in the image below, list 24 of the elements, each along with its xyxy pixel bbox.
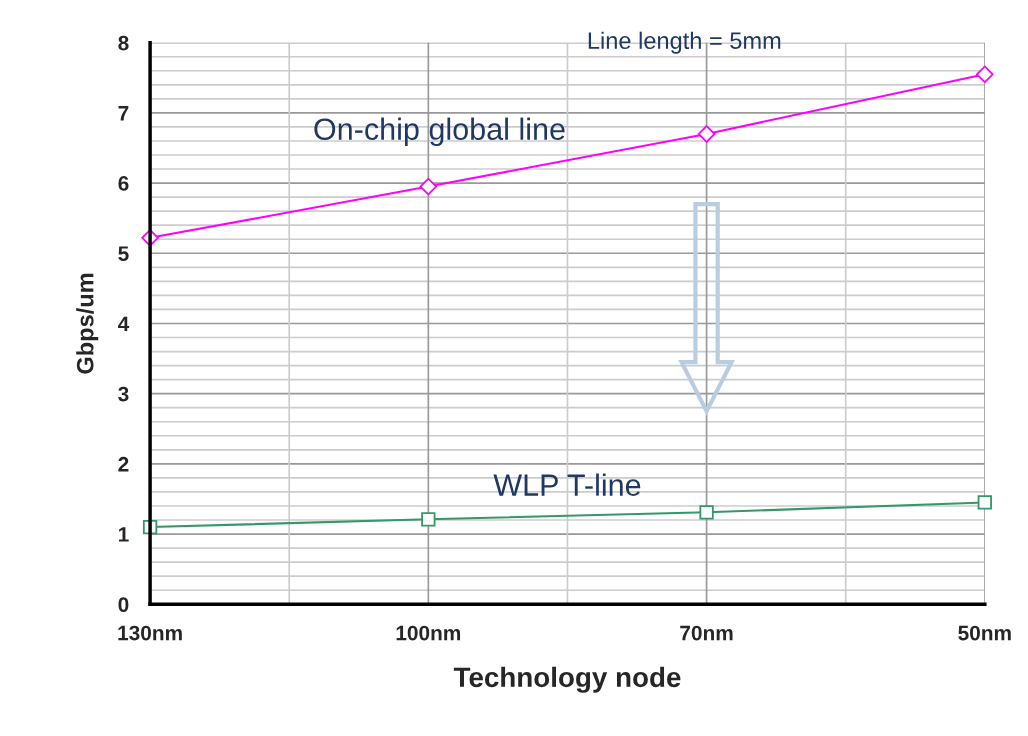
point bbox=[977, 495, 992, 510]
y-tick-label: 5 bbox=[118, 246, 129, 262]
y-axis-title: Gbps/um bbox=[76, 273, 99, 374]
point bbox=[697, 125, 716, 143]
x-tick-label: 50nm bbox=[958, 625, 1011, 641]
x-axis-title: Technology node bbox=[453, 666, 681, 693]
point bbox=[421, 512, 436, 527]
x-tick-label: 130nm bbox=[118, 625, 182, 641]
y-tick-label: 3 bbox=[118, 386, 129, 402]
y-tick-label: 1 bbox=[118, 527, 129, 542]
y-tick-label: 0 bbox=[118, 597, 129, 613]
point bbox=[699, 505, 714, 520]
y-tick-label: 4 bbox=[117, 316, 130, 332]
y-tick-label: 2 bbox=[118, 456, 129, 472]
y-tick-label: 8 bbox=[118, 35, 129, 51]
point bbox=[419, 177, 438, 196]
y-tick-label: 7 bbox=[118, 106, 129, 121]
y-tick-label: 6 bbox=[118, 176, 129, 191]
x-tick-label: 70nm bbox=[680, 625, 733, 641]
annotation: Line length = 5mm bbox=[588, 31, 781, 54]
series-label: WLP T-line bbox=[493, 473, 641, 496]
series-label: On-chip global line bbox=[314, 117, 565, 147]
x-tick-label: 100nm bbox=[396, 625, 461, 641]
point bbox=[976, 65, 994, 84]
